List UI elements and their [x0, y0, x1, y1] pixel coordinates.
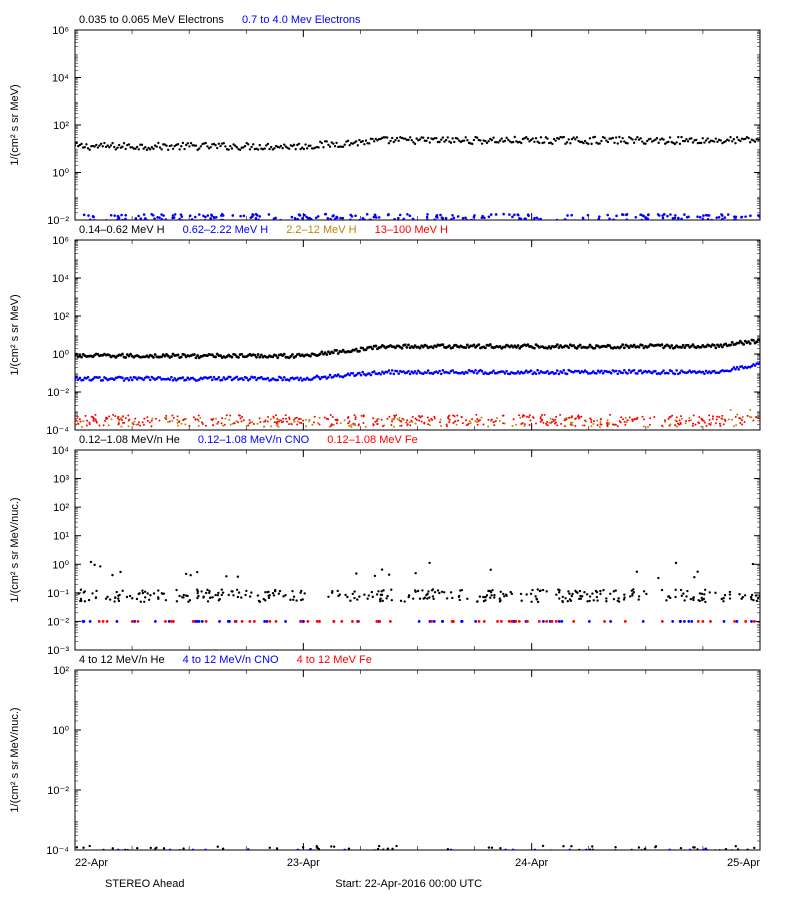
svg-text:10⁴: 10⁴: [52, 73, 69, 85]
svg-text:24-Apr: 24-Apr: [515, 857, 548, 869]
svg-text:10⁻²: 10⁻²: [47, 387, 69, 399]
series-label: 0.12–1.08 MeV Fe: [327, 434, 418, 446]
series-label: 0.7 to 4.0 Mev Electrons: [242, 14, 361, 26]
svg-text:1/(cm² s sr MeV/nuc.): 1/(cm² s sr MeV/nuc.): [9, 497, 21, 602]
chart-container: 10⁻² 10⁰ 10² 10⁴ 10⁶ 1/(cm² s sr MeV) 10⁻⁴ 10⁻²…: [0, 0, 800, 900]
svg-text:10⁰: 10⁰: [52, 349, 69, 361]
svg-text:10⁻⁴: 10⁻⁴: [46, 845, 69, 857]
svg-text:10⁴: 10⁴: [52, 445, 69, 457]
footer-start-time-label: Start: 22-Apr-2016 00:00 UTC: [335, 878, 482, 890]
svg-text:10⁻²: 10⁻²: [47, 785, 69, 797]
series-label: 13–100 MeV H: [375, 224, 448, 236]
series-label: 0.62–2.22 MeV H: [183, 224, 269, 236]
svg-text:10¹: 10¹: [53, 531, 69, 543]
series-label: 2.2–12 MeV H: [286, 224, 356, 236]
series-label: 0.14–0.62 MeV H: [79, 224, 165, 236]
series-label: 4 to 12 MeV/n He: [79, 654, 165, 666]
svg-text:10⁻²: 10⁻²: [47, 616, 69, 628]
svg-text:10⁰: 10⁰: [52, 725, 69, 737]
svg-text:10⁻³: 10⁻³: [47, 645, 69, 657]
svg-text:10⁰: 10⁰: [52, 559, 69, 571]
svg-text:10³: 10³: [53, 474, 69, 486]
svg-text:10²: 10²: [53, 311, 69, 323]
svg-text:25-Apr: 25-Apr: [727, 857, 760, 869]
svg-text:10⁴: 10⁴: [52, 273, 69, 285]
svg-text:10⁰: 10⁰: [52, 168, 69, 180]
panel-title: 0.14–0.62 MeV H 0.62–2.22 MeV H 2.2–12 MeV…: [79, 224, 466, 236]
svg-text:1/(cm² s sr MeV): 1/(cm² s sr MeV): [9, 84, 21, 165]
svg-text:10⁻¹: 10⁻¹: [47, 588, 69, 600]
svg-text:10²: 10²: [53, 665, 69, 677]
svg-text:1/(cm² s sr MeV/nuc.): 1/(cm² s sr MeV/nuc.): [9, 707, 21, 812]
svg-text:10⁻⁴: 10⁻⁴: [46, 425, 69, 437]
svg-text:10²: 10²: [53, 502, 69, 514]
svg-text:22-Apr: 22-Apr: [75, 857, 108, 869]
panel-title: 0.12–1.08 MeV/n He 0.12–1.08 MeV/n CNO 0.1…: [79, 434, 436, 446]
footer-source-label: STEREO Ahead: [105, 878, 185, 890]
series-label: 0.12–1.08 MeV/n CNO: [198, 434, 309, 446]
svg-text:1/(cm² s sr MeV): 1/(cm² s sr MeV): [9, 294, 21, 375]
svg-text:10⁶: 10⁶: [52, 235, 69, 247]
series-label: 0.12–1.08 MeV/n He: [79, 434, 180, 446]
series-label: 4 to 12 MeV/n CNO: [183, 654, 279, 666]
series-label: 0.035 to 0.065 MeV Electrons: [79, 14, 224, 26]
svg-text:10²: 10²: [53, 120, 69, 132]
panel-title: 4 to 12 MeV/n He 4 to 12 MeV/n CNO 4 to 12…: [79, 654, 390, 666]
panel-title: 0.035 to 0.065 MeV Electrons 0.7 to 4.0 M…: [79, 14, 379, 26]
svg-text:10⁻²: 10⁻²: [47, 215, 69, 227]
svg-text:10⁶: 10⁶: [52, 25, 69, 37]
multi-panel-timeseries-chart: 10⁻² 10⁰ 10² 10⁴ 10⁶ 1/(cm² s sr MeV) 10⁻⁴ 10⁻²…: [0, 0, 800, 900]
svg-text:23-Apr: 23-Apr: [287, 857, 320, 869]
series-label: 4 to 12 MeV Fe: [297, 654, 372, 666]
